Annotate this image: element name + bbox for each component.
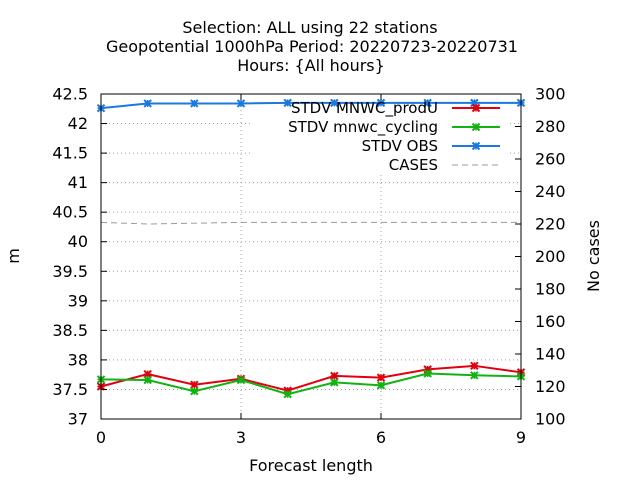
title-line-2: Geopotential 1000hPa Period: 20220723-20… xyxy=(106,37,518,56)
y2-tick-label: 280 xyxy=(535,117,566,136)
point-stdv-obs xyxy=(283,98,292,108)
x-tick-label: 6 xyxy=(376,428,386,447)
point-stdv-mnwc-cycling xyxy=(423,369,432,378)
point-stdv-obs xyxy=(376,98,386,108)
y-tick-label: 37 xyxy=(68,410,88,429)
y-tick-label: 40 xyxy=(68,232,88,251)
y2-tick-label: 180 xyxy=(535,280,566,299)
y2-axis-label: No cases xyxy=(584,220,603,292)
point-stdv-mnwc-produ xyxy=(470,361,479,371)
x-axis-label: Forecast length xyxy=(249,456,373,475)
y2-tick-label: 240 xyxy=(535,182,566,201)
x-tick-label: 3 xyxy=(236,428,246,447)
y-tick-label: 41 xyxy=(68,173,88,192)
y-tick-label: 37.5 xyxy=(52,380,88,399)
point-stdv-obs xyxy=(330,98,339,108)
title-line-3: Hours: {All hours} xyxy=(237,56,385,75)
point-stdv-obs xyxy=(190,99,199,108)
y-tick-label: 40.5 xyxy=(52,203,88,222)
legend-label-stdv-obs: STDV OBS xyxy=(362,137,438,155)
y-tick-label: 39 xyxy=(68,291,88,310)
axis-ticks: 3737.53838.53939.54040.54141.54242.51001… xyxy=(52,85,565,448)
y-tick-label: 38 xyxy=(68,350,88,369)
y-tick-label: 39.5 xyxy=(52,262,88,281)
series-line-stdv-mnwc-produ xyxy=(100,364,522,392)
plot-series xyxy=(96,98,526,399)
y-axis-label: m xyxy=(4,248,23,264)
point-stdv-mnwc-produ xyxy=(190,380,199,389)
gridlines xyxy=(101,94,521,419)
legend-marker-stdv-mnwc-cycling xyxy=(471,122,481,132)
legend-marker-stdv-mnwc-produ xyxy=(471,103,481,113)
x-tick-label: 9 xyxy=(516,428,526,447)
point-stdv-mnwc-cycling xyxy=(376,381,386,390)
x-tick-label: 0 xyxy=(96,428,106,447)
y2-tick-label: 100 xyxy=(535,410,566,429)
y2-tick-label: 120 xyxy=(535,377,566,396)
point-stdv-mnwc-cycling xyxy=(470,371,479,380)
legend-label-stdv-mnwc-produ: STDV MNWC_prodU xyxy=(291,99,438,118)
y2-tick-label: 220 xyxy=(535,215,566,234)
y-tick-label: 42 xyxy=(68,114,88,133)
legend-marker-stdv-obs xyxy=(471,141,481,151)
point-stdv-mnwc-cycling xyxy=(283,389,292,399)
y-tick-label: 42.5 xyxy=(52,85,88,104)
y-tick-label: 38.5 xyxy=(52,321,88,340)
point-stdv-obs xyxy=(236,99,246,108)
point-stdv-mnwc-produ xyxy=(376,373,386,382)
point-stdv-mnwc-cycling xyxy=(190,387,199,396)
point-stdv-obs xyxy=(423,98,432,108)
series-line-stdv-obs xyxy=(100,101,521,110)
point-stdv-obs xyxy=(143,99,152,108)
plot-frame xyxy=(100,93,522,420)
chart-title: Selection: ALL using 22 stations Geopote… xyxy=(106,18,518,75)
point-stdv-mnwc-cycling xyxy=(330,378,339,387)
legend-label-stdv-mnwc-cycling: STDV mnwc_cycling xyxy=(288,118,438,137)
y2-tick-label: 200 xyxy=(535,247,566,266)
series-line-cases xyxy=(100,221,521,225)
y2-tick-label: 260 xyxy=(535,150,566,169)
y2-tick-label: 140 xyxy=(535,345,566,364)
point-stdv-mnwc-cycling xyxy=(143,375,152,385)
title-line-1: Selection: ALL using 22 stations xyxy=(182,18,437,37)
series-line-stdv-mnwc-cycling xyxy=(100,372,522,396)
point-stdv-mnwc-cycling xyxy=(236,375,246,385)
y-tick-label: 41.5 xyxy=(52,144,88,163)
y2-tick-label: 160 xyxy=(535,312,566,331)
y2-tick-label: 300 xyxy=(535,85,566,104)
point-stdv-mnwc-produ xyxy=(330,371,339,381)
legend-label-cases: CASES xyxy=(389,156,438,174)
